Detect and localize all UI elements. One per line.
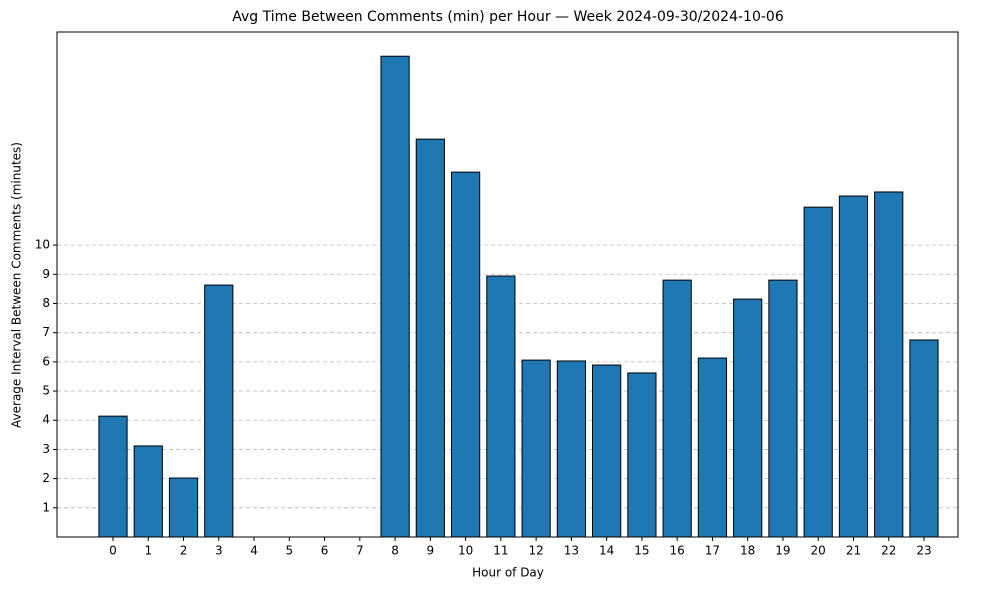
- bar: [733, 298, 763, 538]
- x-tick-label: 6: [321, 544, 329, 558]
- y-tick-label: 10: [35, 238, 50, 252]
- bar: [697, 357, 728, 538]
- x-tick-label: 8: [391, 544, 399, 558]
- bar: [592, 364, 622, 538]
- y-tick-label: 3: [42, 442, 50, 456]
- bar: [380, 55, 410, 538]
- y-tick-label: 1: [42, 500, 50, 514]
- y-tick-label: 7: [42, 325, 50, 339]
- x-tick-label: 13: [564, 544, 579, 558]
- y-tick-label: 8: [42, 296, 50, 310]
- y-tick-label: 4: [42, 413, 50, 427]
- x-tick-label: 1: [144, 544, 152, 558]
- y-axis-label: Average Interval Between Comments (minut…: [10, 142, 24, 428]
- x-tick-label: 0: [109, 544, 117, 558]
- bar: [627, 372, 657, 538]
- x-tick-label: 19: [775, 544, 790, 558]
- axes-frame: [56, 31, 959, 538]
- x-tick-label: 22: [881, 544, 896, 558]
- bar: [909, 339, 939, 538]
- bar: [450, 171, 481, 538]
- x-tick-label: 23: [916, 544, 931, 558]
- x-tick-label: 21: [846, 544, 861, 558]
- bar: [168, 477, 199, 538]
- y-tick-label: 6: [42, 354, 50, 368]
- x-tick-label: 9: [427, 544, 435, 558]
- bar: [803, 206, 833, 538]
- x-tick-label: 20: [811, 544, 826, 558]
- bar: [662, 279, 692, 538]
- bar: [556, 360, 586, 538]
- x-tick-label: 15: [634, 544, 649, 558]
- x-tick-label: 18: [740, 544, 755, 558]
- bar: [874, 191, 904, 538]
- y-tick-label: 2: [42, 471, 50, 485]
- bar: [204, 284, 234, 538]
- bar: [521, 359, 551, 538]
- x-tick-label: 11: [493, 544, 508, 558]
- x-tick-label: 7: [356, 544, 364, 558]
- x-tick-label: 2: [180, 544, 188, 558]
- y-tick-label: 9: [42, 267, 50, 281]
- x-tick-label: 10: [458, 544, 473, 558]
- y-tick-label: 5: [42, 384, 50, 398]
- x-tick-label: 16: [670, 544, 685, 558]
- x-tick-label: 14: [599, 544, 614, 558]
- x-tick-label: 4: [250, 544, 258, 558]
- x-tick-label: 17: [705, 544, 720, 558]
- bar: [133, 445, 163, 538]
- bar: [768, 279, 798, 538]
- bar: [415, 138, 445, 538]
- x-tick-label: 5: [285, 544, 293, 558]
- x-tick-label: 3: [215, 544, 223, 558]
- bar: [486, 275, 516, 538]
- x-axis-label: Hour of Day: [472, 566, 544, 580]
- x-tick-label: 12: [528, 544, 543, 558]
- bar: [838, 195, 869, 538]
- bar: [98, 415, 128, 538]
- chart-title: Avg Time Between Comments (min) per Hour…: [232, 9, 784, 25]
